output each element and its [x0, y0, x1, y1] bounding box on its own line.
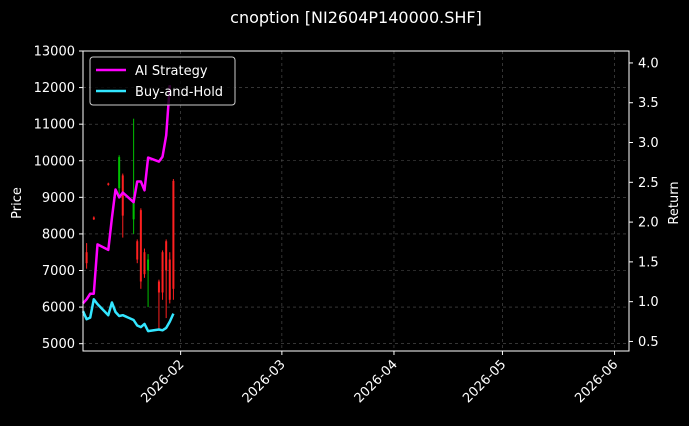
candlestick [132, 118, 135, 234]
x-tick-label: 2026-05 [460, 357, 509, 406]
left-y-tick-label: 8000 [42, 227, 75, 242]
candlestick [121, 173, 124, 238]
candlestick-series [85, 118, 175, 330]
candlestick-body [161, 252, 164, 293]
candlestick [168, 252, 171, 304]
candlestick [143, 248, 146, 278]
right-y-tick-label: 1.5 [638, 255, 659, 270]
candlestick [165, 239, 168, 319]
candlestick [147, 254, 150, 308]
candlestick [92, 216, 95, 221]
left-y-axis: 5000 6000 7000 8000 9000 10000 11000 12000 13000 [34, 45, 83, 352]
candlestick [136, 239, 139, 264]
candlestick-body [107, 183, 110, 185]
legend-box [89, 56, 236, 106]
candlestick-body [132, 197, 135, 220]
x-tick-label: 2026-02 [138, 357, 187, 406]
candlestick-body [168, 259, 171, 300]
x-tick-label: 2026-04 [352, 357, 401, 406]
legend: AI Strategy Buy-and-Hold [89, 56, 236, 106]
candlestick-body [136, 241, 139, 260]
right-axis-label: Return [667, 181, 682, 224]
right-y-axis: 0.5 1.0 1.5 2.0 2.5 3.0 3.5 4.0 [629, 56, 659, 350]
right-y-tick-label: 2.5 [638, 176, 659, 191]
left-y-tick-label: 13000 [34, 45, 75, 60]
left-y-tick-label: 11000 [34, 118, 75, 133]
candlestick [172, 179, 175, 300]
left-y-tick-label: 5000 [42, 337, 75, 352]
series-line-ai-strategy [82, 85, 172, 305]
candlestick [157, 279, 160, 330]
candlestick [107, 182, 110, 186]
right-y-tick-label: 2.0 [638, 216, 659, 231]
x-axis: 2026-02 2026-03 2026-04 2026-05 2026-06 [138, 351, 621, 406]
candlestick-body [118, 157, 121, 189]
x-tick-label: 2026-06 [572, 357, 621, 406]
candlestick-body [143, 252, 146, 275]
left-y-tick-label: 9000 [42, 191, 75, 206]
left-y-tick-label: 10000 [34, 154, 75, 169]
candlestick-body [92, 217, 95, 220]
line-series [81, 85, 175, 333]
right-y-tick-label: 3.0 [638, 136, 659, 151]
legend-label-buy-and-hold: Buy-and-Hold [135, 85, 223, 100]
right-y-tick-label: 0.5 [638, 335, 659, 350]
candlestick-body [139, 210, 142, 282]
chart-title: cnoption [NI2604P140000.SHF] [230, 8, 482, 27]
candlestick-body [85, 252, 88, 264]
left-axis-label: Price [10, 187, 25, 219]
right-y-tick-label: 3.5 [638, 96, 659, 111]
series-line-buy-and-hold [81, 298, 175, 333]
legend-label-ai-strategy: AI Strategy [135, 64, 208, 79]
left-y-tick-label: 7000 [42, 264, 75, 279]
candlestick-body [147, 259, 150, 271]
left-y-tick-label: 12000 [34, 81, 75, 96]
candlestick-body [165, 241, 168, 271]
right-y-tick-label: 4.0 [638, 56, 659, 71]
candlestick-body [121, 175, 124, 216]
right-y-tick-label: 1.0 [638, 295, 659, 310]
left-y-tick-label: 6000 [42, 301, 75, 316]
candlestick [139, 208, 142, 289]
candlestick [85, 243, 88, 269]
candlestick-body [172, 180, 175, 289]
candlestick-body [157, 281, 160, 293]
candlestick [161, 250, 164, 300]
candlestick [118, 155, 121, 198]
plot-frame [82, 50, 630, 352]
x-tick-label: 2026-03 [240, 357, 289, 406]
